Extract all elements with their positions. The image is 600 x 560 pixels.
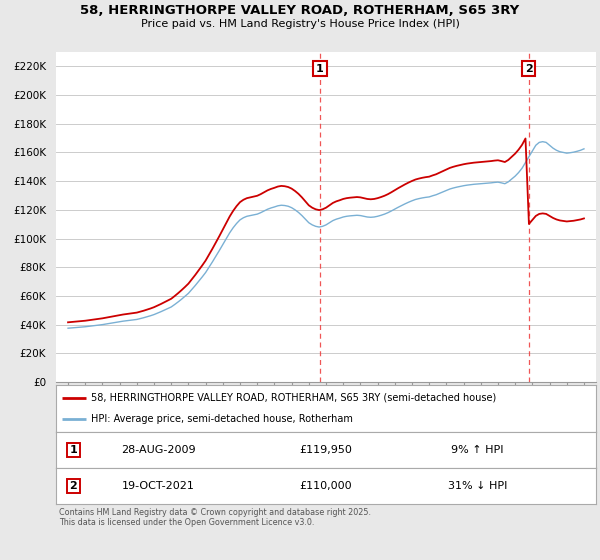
Text: 28-AUG-2009: 28-AUG-2009 (121, 445, 196, 455)
Text: 58, HERRINGTHORPE VALLEY ROAD, ROTHERHAM, S65 3RY (semi-detached house): 58, HERRINGTHORPE VALLEY ROAD, ROTHERHAM… (91, 393, 496, 403)
Text: 31% ↓ HPI: 31% ↓ HPI (448, 481, 507, 491)
Text: 2: 2 (525, 63, 533, 73)
Text: Contains HM Land Registry data © Crown copyright and database right 2025.
This d: Contains HM Land Registry data © Crown c… (59, 508, 371, 528)
Text: £110,000: £110,000 (299, 481, 352, 491)
Text: Price paid vs. HM Land Registry's House Price Index (HPI): Price paid vs. HM Land Registry's House … (140, 19, 460, 29)
Text: 1: 1 (70, 445, 77, 455)
Text: 19-OCT-2021: 19-OCT-2021 (122, 481, 195, 491)
Text: HPI: Average price, semi-detached house, Rotherham: HPI: Average price, semi-detached house,… (91, 414, 353, 424)
Text: 9% ↑ HPI: 9% ↑ HPI (451, 445, 503, 455)
Text: 1: 1 (316, 63, 324, 73)
Text: 2: 2 (70, 481, 77, 491)
Text: 58, HERRINGTHORPE VALLEY ROAD, ROTHERHAM, S65 3RY: 58, HERRINGTHORPE VALLEY ROAD, ROTHERHAM… (80, 4, 520, 17)
Text: £119,950: £119,950 (299, 445, 352, 455)
